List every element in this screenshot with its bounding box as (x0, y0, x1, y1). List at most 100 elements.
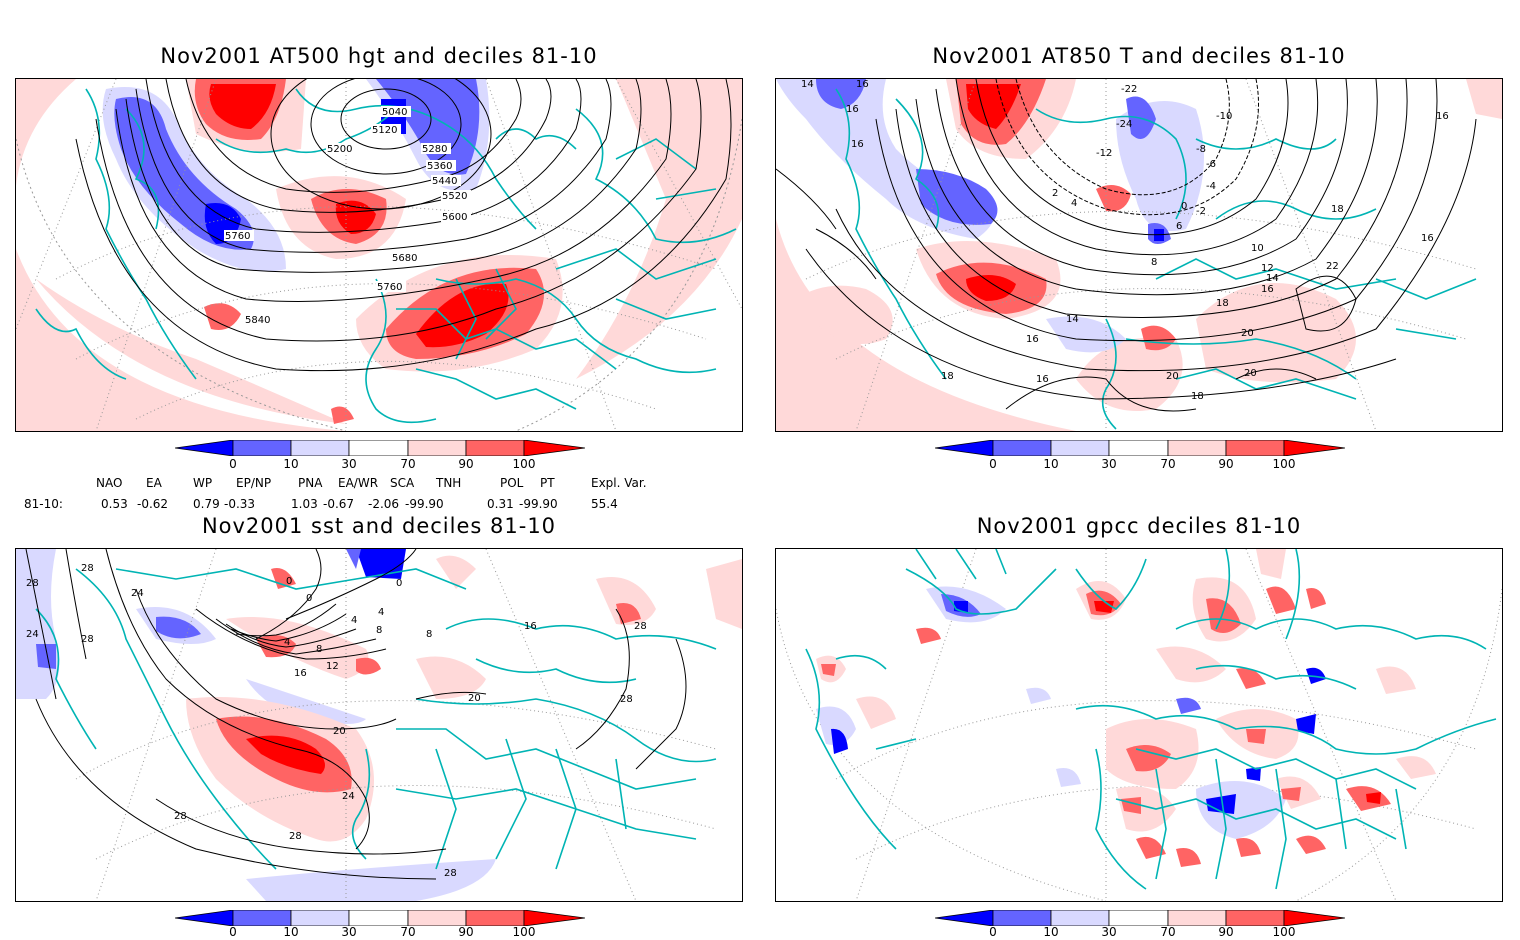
contour-label: 16 (1436, 111, 1449, 122)
contour-label: 16 (1261, 284, 1274, 295)
colorbar-label: 30 (341, 457, 357, 471)
shade-light-red (1466, 79, 1502, 119)
contour-label: 12 (1261, 263, 1274, 274)
panel-title-t850: Nov2001 AT850 T and deciles 81-10 (932, 44, 1346, 68)
shade-light-red (776, 219, 1076, 431)
contour-labels: 14 16 16 16 -22 -10 -24 -8 -6 -4 -2 0 2 … (801, 79, 1449, 402)
colorbar-label: 90 (1218, 925, 1234, 939)
contour-label: 28 (81, 634, 94, 645)
colorbar-label: 100 (1272, 457, 1296, 471)
contour-label: 24 (26, 629, 39, 640)
coastlines (805, 549, 1497, 890)
contour-label: 5760 (225, 231, 250, 242)
shade-mid-blue (816, 79, 866, 109)
temperature-contours (776, 79, 1477, 412)
index-value: 1.03 (291, 497, 318, 511)
contour-label: 8 (316, 644, 322, 655)
graticule (75, 549, 717, 901)
colorbar-label: 0 (989, 925, 997, 939)
index-value: -0.33 (224, 497, 256, 511)
map-sst: 28 28 24 24 28 0 0 0 4 4 4 8 8 8 12 16 2… (16, 549, 742, 901)
shade-light-red (436, 555, 476, 589)
shade-mid-red (1141, 325, 1176, 351)
contour-label: 4 (284, 637, 290, 648)
colorbar-label: 10 (1043, 457, 1059, 471)
contour-label: 16 (856, 79, 869, 90)
contour-label: 28 (174, 811, 187, 822)
shade-mid-red (1096, 185, 1131, 212)
contour-label: 28 (81, 563, 94, 574)
shade-light-blue (1046, 316, 1126, 353)
index-header: WP (193, 476, 213, 490)
contour-label: 20 (1166, 371, 1179, 382)
index-header: NAO (96, 476, 123, 490)
colorbar-strip (934, 439, 1346, 457)
index-header: EA/WR (338, 476, 379, 490)
graticule (805, 79, 1477, 431)
contour-label: 4 (1071, 198, 1077, 209)
coastlines (835, 88, 1477, 430)
contour-label: -22 (1121, 84, 1137, 95)
shade-deep-red (335, 200, 376, 234)
index-header: Expl. Var. (591, 476, 647, 490)
index-header: EP/NP (236, 476, 272, 490)
shade-mid-red (256, 635, 296, 658)
shade-light-red (416, 656, 486, 699)
contour-label: 12 (326, 661, 339, 672)
contour-label: 5280 (422, 144, 447, 155)
colorbar-strip (174, 909, 586, 927)
index-header: EA (146, 476, 162, 490)
shade-mid-blue (156, 616, 201, 639)
shade-light-red (1196, 283, 1356, 383)
map-hgt500: 5040 5120 5200 5280 5360 5440 5520 5600 … (16, 79, 742, 431)
map-panel-sst: 28 28 24 24 28 0 0 0 4 4 4 8 8 8 12 16 2… (15, 548, 743, 902)
contour-label: 5760 (377, 282, 402, 293)
contour-label: 5520 (442, 191, 467, 202)
colorbar-label: 100 (512, 457, 536, 471)
shade-mid-red (616, 603, 641, 624)
index-value: -2.06 (368, 497, 400, 511)
shade-light-blue (16, 549, 60, 699)
contour-label: 16 (846, 104, 859, 115)
contour-label: 28 (444, 868, 457, 879)
shade-deep-blue (356, 549, 406, 579)
panel-title-hgt500: Nov2001 AT500 hgt and deciles 81-10 (160, 44, 598, 68)
shade-deep-red (966, 275, 1016, 301)
shade-mid-red (356, 657, 381, 675)
contour-label: 28 (620, 694, 633, 705)
colorbar-label: 30 (341, 925, 357, 939)
sst-contours (25, 549, 687, 880)
map-panel-t850: 14 16 16 16 -22 -10 -24 -8 -6 -4 -2 0 2 … (775, 78, 1503, 432)
index-value: -0.62 (137, 497, 169, 511)
index-value: 55.4 (591, 497, 618, 511)
panel-title-gpcc: Nov2001 gpcc deciles 81-10 (976, 514, 1302, 538)
colorbar-label: 10 (283, 925, 299, 939)
colorbar-label: 100 (512, 925, 536, 939)
contour-label: 20 (468, 693, 481, 704)
contour-label: 16 (851, 139, 864, 150)
contour-label: 22 (1326, 261, 1339, 272)
shade-light-red (576, 79, 742, 379)
contour-label: 8 (426, 629, 432, 640)
index-value: 0.31 (487, 497, 514, 511)
contour-labels: 5040 5120 5200 5280 5360 5440 5520 5600 … (224, 106, 471, 326)
shade-light-red (706, 559, 742, 629)
colorbar-label: 90 (458, 457, 474, 471)
colorbar-t850: 0 10 30 70 90 100 (934, 439, 1346, 472)
colorbar-label: 10 (283, 457, 299, 471)
colorbar-strip (934, 909, 1346, 927)
colorbar-label: 70 (1160, 925, 1176, 939)
contour-label: 5200 (327, 144, 352, 155)
index-header: SCA (390, 476, 415, 490)
coastlines (35, 568, 717, 870)
contour-label: 24 (342, 791, 355, 802)
contour-label: 18 (1191, 391, 1204, 402)
contour-label: 28 (289, 831, 302, 842)
colorbar-sst: 0 10 30 70 90 100 (174, 909, 586, 940)
contour-label: 16 (1026, 334, 1039, 345)
index-header: PNA (298, 476, 323, 490)
graticule (16, 79, 742, 431)
index-value: 0.79 (193, 497, 220, 511)
contour-label: 5360 (427, 161, 452, 172)
colorbar-gpcc: 0 10 30 70 90 100 (934, 909, 1346, 940)
